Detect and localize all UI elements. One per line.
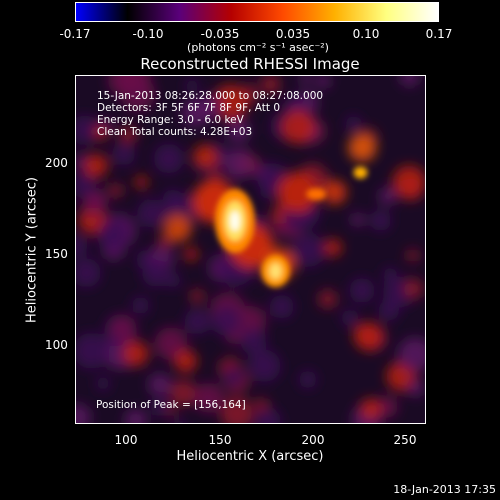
colorbar-tick: -0.035 <box>200 27 240 41</box>
colorbar-tick: -0.10 <box>132 27 164 41</box>
colorbar-tick: -0.17 <box>59 27 91 41</box>
x-tick-label: 100 <box>114 433 138 447</box>
info-energy-range: Energy Range: 3.0 - 6.0 keV <box>97 114 244 126</box>
y-tick-label: 150 <box>45 247 68 261</box>
x-tick-label: 200 <box>301 433 325 447</box>
x-tick-label: 250 <box>393 433 417 447</box>
colorbar <box>75 2 439 22</box>
x-tick-label: 150 <box>208 433 232 447</box>
image-plot-area: 15-Jan-2013 08:26:28.000 to 08:27:08.000… <box>75 75 426 424</box>
x-axis-label: Heliocentric X (arcsec) <box>176 449 324 464</box>
info-time-range: 15-Jan-2013 08:26:28.000 to 08:27:08.000 <box>97 90 324 102</box>
colorbar-tick: 0.035 <box>275 27 311 41</box>
colorbar-tick: 0.10 <box>352 27 380 41</box>
colorbar-unit-label: (photons cm⁻² s⁻¹ asec⁻²) <box>187 41 329 54</box>
rhessi-intensity-map <box>76 76 425 423</box>
y-tick-label: 200 <box>45 156 68 170</box>
y-tick-label: 100 <box>45 338 68 352</box>
peak-position-label: Position of Peak = [156,164] <box>96 399 246 411</box>
y-axis-label: Heliocentric Y (arcsec) <box>24 177 40 323</box>
image-title: Reconstructed RHESSI Image <box>140 55 360 73</box>
plot-datestamp: 18-Jan-2013 17:35 <box>393 483 496 496</box>
info-clean-counts: Clean Total counts: 4.28E+03 <box>97 126 253 138</box>
info-detectors: Detectors: 3F 5F 6F 7F 8F 9F, Att 0 <box>97 102 281 114</box>
colorbar-tick: 0.17 <box>425 27 453 41</box>
